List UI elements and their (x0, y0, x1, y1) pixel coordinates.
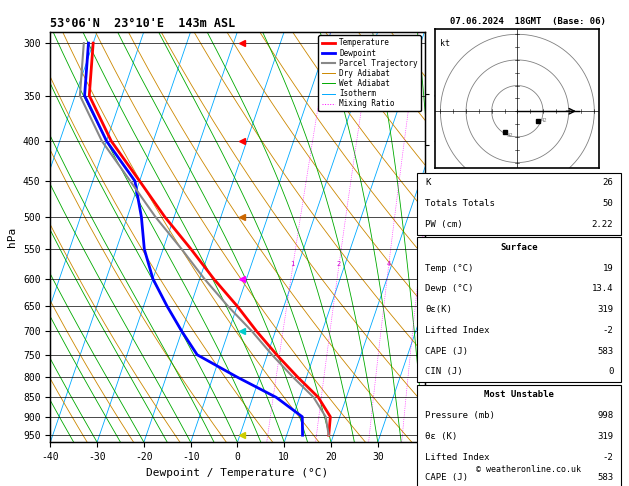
Text: 42: 42 (540, 118, 547, 122)
Text: 319: 319 (597, 305, 613, 314)
Text: Pressure (mb): Pressure (mb) (425, 411, 495, 420)
Text: 53°06'N  23°10'E  143m ASL: 53°06'N 23°10'E 143m ASL (50, 17, 236, 31)
Text: Temp (°C): Temp (°C) (425, 263, 474, 273)
Bar (417, 173, 621, 235)
X-axis label: Dewpoint / Temperature (°C): Dewpoint / Temperature (°C) (147, 468, 328, 478)
Text: PW (cm): PW (cm) (425, 220, 463, 229)
Text: 19: 19 (603, 263, 613, 273)
Bar (417, 237, 621, 382)
Text: -2: -2 (603, 453, 613, 462)
Text: CIN (J): CIN (J) (425, 367, 463, 377)
Text: 26: 26 (603, 178, 613, 188)
Text: 32: 32 (507, 133, 514, 138)
Text: 998: 998 (597, 411, 613, 420)
Text: 07.06.2024  18GMT  (Base: 06): 07.06.2024 18GMT (Base: 06) (450, 17, 606, 26)
Text: θε(K): θε(K) (425, 305, 452, 314)
Text: Dewp (°C): Dewp (°C) (425, 284, 474, 294)
Text: 50: 50 (603, 199, 613, 208)
Text: θε (K): θε (K) (425, 432, 457, 441)
Text: 583: 583 (597, 347, 613, 356)
Text: K: K (425, 178, 431, 188)
Text: 2: 2 (337, 261, 341, 267)
Legend: Temperature, Dewpoint, Parcel Trajectory, Dry Adiabat, Wet Adiabat, Isotherm, Mi: Temperature, Dewpoint, Parcel Trajectory… (318, 35, 421, 111)
Text: Most Unstable: Most Unstable (484, 390, 554, 399)
Text: CAPE (J): CAPE (J) (425, 347, 468, 356)
Text: 4: 4 (386, 261, 391, 267)
Text: 6: 6 (417, 261, 421, 267)
Text: Surface: Surface (501, 243, 538, 252)
Text: kt: kt (440, 39, 450, 49)
Text: 583: 583 (597, 473, 613, 483)
Bar (417, 384, 621, 486)
Text: © weatheronline.co.uk: © weatheronline.co.uk (476, 465, 581, 474)
Text: 0: 0 (608, 367, 613, 377)
Text: Lifted Index: Lifted Index (425, 326, 490, 335)
Text: 319: 319 (597, 432, 613, 441)
Text: LCL: LCL (425, 420, 440, 429)
Text: 13.4: 13.4 (592, 284, 613, 294)
Text: 2.22: 2.22 (592, 220, 613, 229)
Y-axis label: hPa: hPa (8, 227, 18, 247)
Text: Totals Totals: Totals Totals (425, 199, 495, 208)
Text: Lifted Index: Lifted Index (425, 453, 490, 462)
Text: -2: -2 (603, 326, 613, 335)
Y-axis label: km
ASL: km ASL (452, 237, 469, 259)
Text: 1: 1 (291, 261, 295, 267)
Text: CAPE (J): CAPE (J) (425, 473, 468, 483)
